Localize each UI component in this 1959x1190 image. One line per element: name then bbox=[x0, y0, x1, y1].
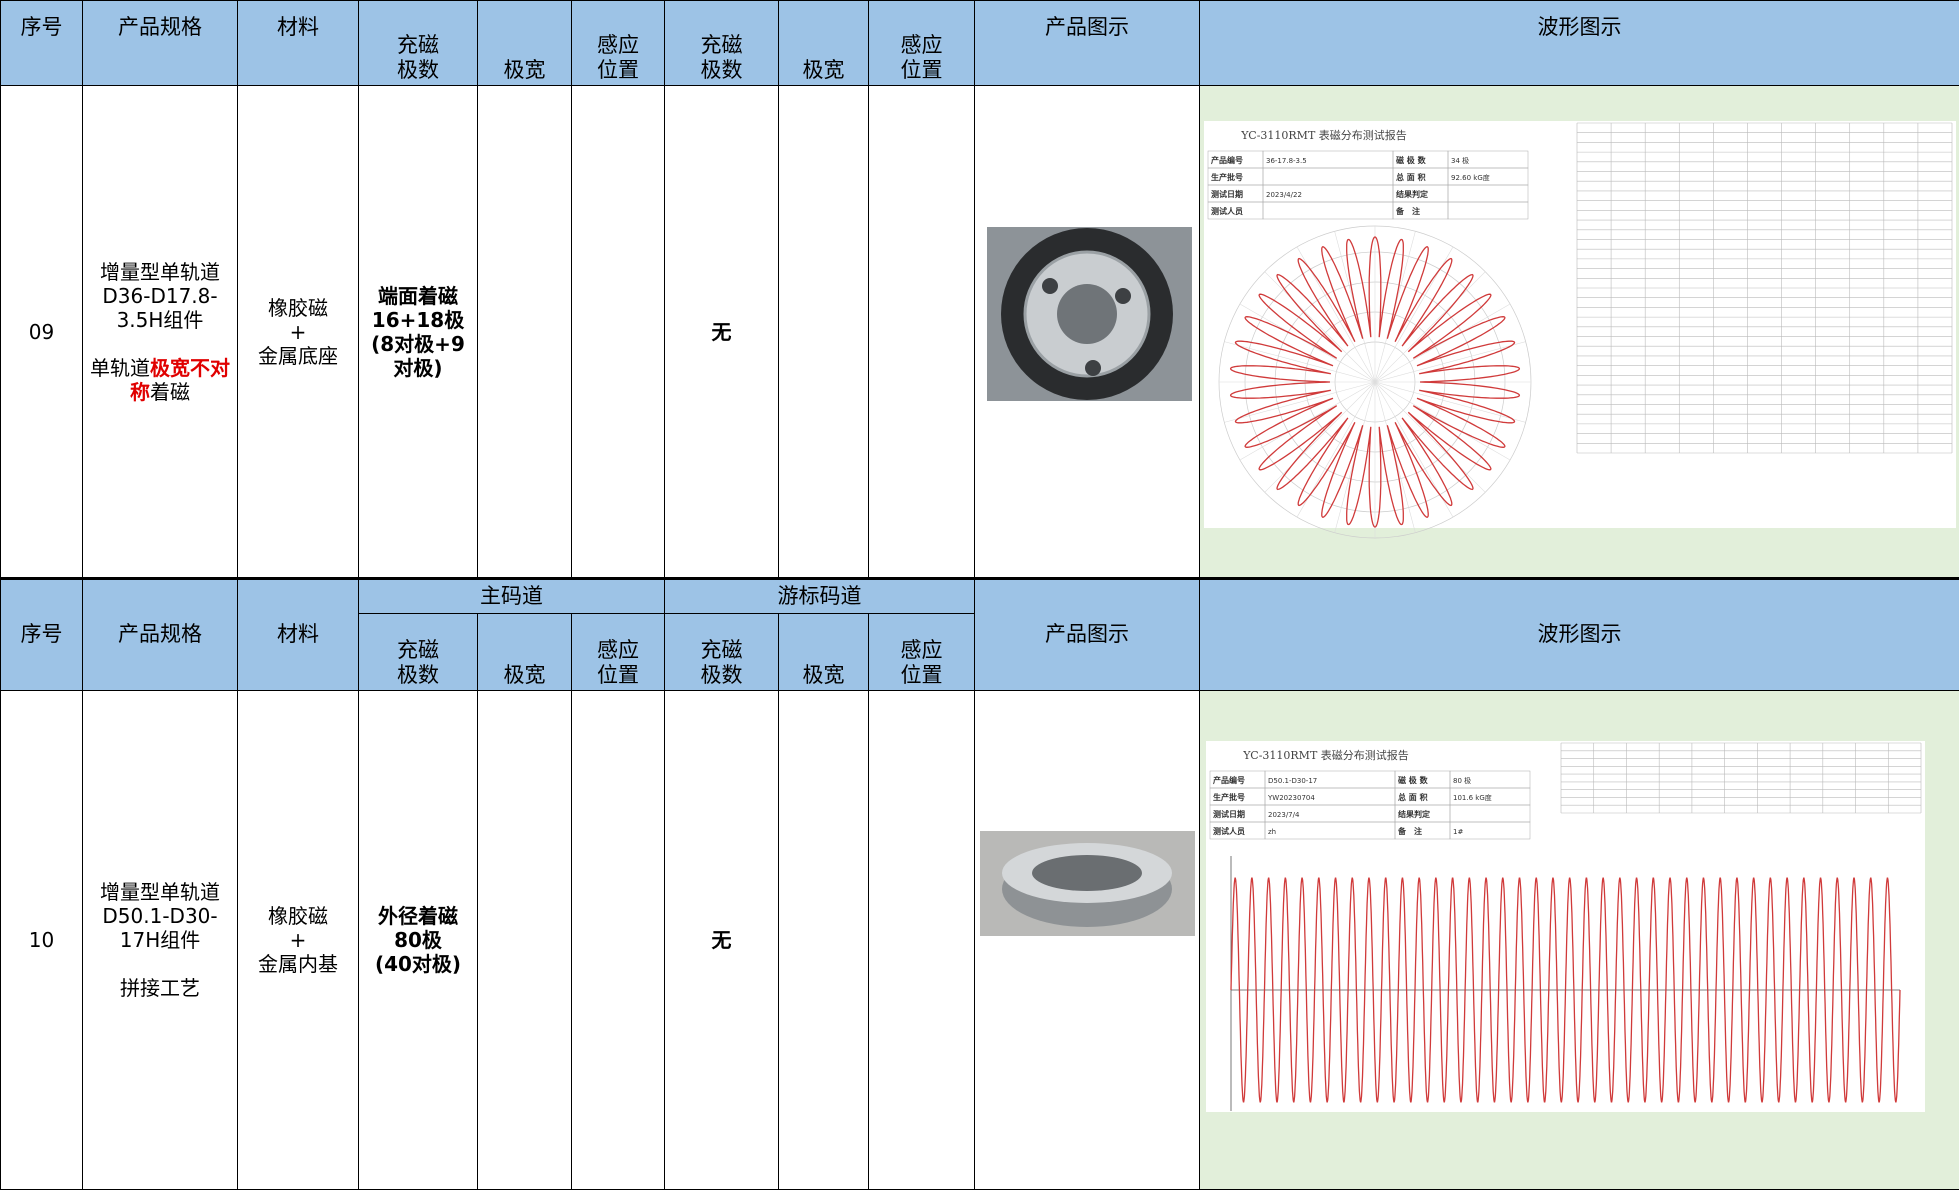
row-spec: 增量型单轨道 D36-D17.8- 3.5H组件单轨道极宽不对称着磁 bbox=[83, 86, 238, 579]
field-text: 测试日期 bbox=[1213, 809, 1245, 819]
field-text: D50.1-D30-17 bbox=[1268, 777, 1317, 785]
cell bbox=[779, 86, 869, 579]
report-title: YC-3110RMT 表磁分布测试报告 bbox=[1240, 128, 1407, 142]
header-cell: 产品图示 bbox=[975, 1, 1200, 86]
header-cell: 充磁 极数 bbox=[359, 614, 478, 691]
field-text: 生产批号 bbox=[1211, 172, 1243, 182]
header-cell: 感应 位置 bbox=[869, 614, 975, 691]
header-cell: 极宽 bbox=[779, 614, 869, 691]
field-text: 结果判定 bbox=[1398, 809, 1430, 819]
header-cell: 材料 bbox=[238, 579, 359, 691]
header-cell: 感应 位置 bbox=[572, 1, 665, 86]
field-text: 34 极 bbox=[1451, 156, 1469, 165]
photo bbox=[975, 691, 1200, 1189]
report-bg bbox=[1204, 121, 1956, 528]
header-cell: 充磁 极数 bbox=[665, 614, 779, 691]
field-text: 总 面 积 bbox=[1398, 792, 1428, 802]
cell bbox=[478, 86, 572, 579]
header-row: 序号 产品规格 材料 主码道 游标码道 产品图示 波形图示 bbox=[1, 579, 1959, 614]
field-text: 磁 极 数 bbox=[1398, 775, 1429, 785]
row-vernier: 无 bbox=[665, 86, 779, 579]
product-photo bbox=[975, 86, 1200, 579]
field-text: zh bbox=[1268, 828, 1276, 836]
cell bbox=[869, 691, 975, 1190]
cell bbox=[478, 691, 572, 1190]
field-text: 测试人员 bbox=[1211, 206, 1243, 216]
product-photo bbox=[975, 691, 1200, 1190]
field-text: 总 面 积 bbox=[1396, 172, 1426, 182]
field-text: 磁 极 数 bbox=[1396, 155, 1427, 165]
field-text: 92.60 kG度 bbox=[1451, 173, 1490, 182]
row-material: 橡胶磁 + 金属底座 bbox=[238, 86, 359, 579]
cell bbox=[869, 86, 975, 579]
row-no: 10 bbox=[1, 691, 83, 1190]
note-text: 单轨道 bbox=[90, 356, 150, 380]
field-text: 101.6 kG度 bbox=[1453, 793, 1492, 802]
cell bbox=[572, 86, 665, 579]
header-cell: 感应 位置 bbox=[869, 1, 975, 86]
data-row: 09 增量型单轨道 D36-D17.8- 3.5H组件单轨道极宽不对称着磁 橡胶… bbox=[1, 86, 1959, 579]
row-no: 09 bbox=[1, 86, 83, 579]
header-cell: 感应 位置 bbox=[572, 614, 665, 691]
hole bbox=[1085, 360, 1101, 376]
field-text: 测试人员 bbox=[1213, 826, 1245, 836]
field-text: 2023/4/22 bbox=[1266, 191, 1302, 199]
field-text: 2023/7/4 bbox=[1268, 811, 1300, 819]
ring-hole bbox=[1057, 284, 1117, 344]
header-cell: 产品图示 bbox=[975, 579, 1200, 691]
field-text: YW20230704 bbox=[1267, 794, 1315, 802]
spec-note: 拼接工艺 bbox=[83, 976, 237, 1000]
header-cell: 极宽 bbox=[478, 614, 572, 691]
cell bbox=[572, 691, 665, 1190]
row-vernier: 无 bbox=[665, 691, 779, 1190]
waveform: YC-3110RMT 表磁分布测试报告产品编号 D50.1-D30-17 磁 极 数… bbox=[1200, 691, 1959, 1190]
field-text: 80 极 bbox=[1453, 776, 1471, 785]
hole bbox=[1042, 278, 1058, 294]
spec-model: 增量型单轨道 D50.1-D30- 17H组件 bbox=[83, 880, 237, 952]
cell bbox=[779, 691, 869, 1190]
header-row: 序号 产品规格 材料 充磁 极数 极宽 感应 位置 充磁 极数 极宽 感应 位置… bbox=[1, 1, 1959, 86]
header-cell: 产品规格 bbox=[83, 1, 238, 86]
hole bbox=[1115, 288, 1131, 304]
ring-hole bbox=[1032, 855, 1142, 891]
spec-note: 单轨道极宽不对称着磁 bbox=[83, 356, 237, 404]
row-spec: 增量型单轨道 D50.1-D30- 17H组件拼接工艺 bbox=[83, 691, 238, 1190]
header-cell: 极宽 bbox=[779, 1, 869, 86]
field-text: 产品编号 bbox=[1211, 155, 1243, 165]
group-header: 游标码道 bbox=[665, 579, 975, 614]
waveform: YC-3110RMT 表磁分布测试报告产品编号 36-17.8-3.5 磁 极 数 3… bbox=[1200, 86, 1959, 579]
field-text: 结果判定 bbox=[1396, 189, 1428, 199]
photo bbox=[975, 86, 1200, 577]
header-cell: 充磁 极数 bbox=[665, 1, 779, 86]
report-title: YC-3110RMT 表磁分布测试报告 bbox=[1242, 748, 1409, 762]
row-main-poles: 端面着磁 16+18极 (8对极+9 对极) bbox=[359, 86, 478, 579]
field-text: 1# bbox=[1453, 828, 1463, 836]
header-cell: 序号 bbox=[1, 579, 83, 691]
header-cell: 序号 bbox=[1, 1, 83, 86]
field-text: 备 注 bbox=[1397, 826, 1422, 836]
header-cell: 波形图示 bbox=[1200, 1, 1959, 86]
header-cell: 波形图示 bbox=[1200, 579, 1959, 691]
field-text: 测试日期 bbox=[1211, 189, 1243, 199]
group-header: 主码道 bbox=[359, 579, 665, 614]
header-cell: 充磁 极数 bbox=[359, 1, 478, 86]
note-text: 着磁 bbox=[150, 380, 190, 404]
spec-model: 增量型单轨道 D36-D17.8- 3.5H组件 bbox=[83, 260, 237, 332]
field-text: 生产批号 bbox=[1213, 792, 1245, 802]
data-row: 10 增量型单轨道 D50.1-D30- 17H组件拼接工艺 橡胶磁 + 金属内… bbox=[1, 691, 1959, 1190]
field-text: 备 注 bbox=[1395, 206, 1420, 216]
row-main-poles: 外径着磁 80极 (40对极) bbox=[359, 691, 478, 1190]
header-cell: 材料 bbox=[238, 1, 359, 86]
field-text: 产品编号 bbox=[1213, 775, 1245, 785]
row-material: 橡胶磁 + 金属内基 bbox=[238, 691, 359, 1190]
field-text: 36-17.8-3.5 bbox=[1266, 157, 1307, 165]
header-cell: 极宽 bbox=[478, 1, 572, 86]
header-cell: 产品规格 bbox=[83, 579, 238, 691]
note-text: 拼接工艺 bbox=[120, 976, 200, 1000]
